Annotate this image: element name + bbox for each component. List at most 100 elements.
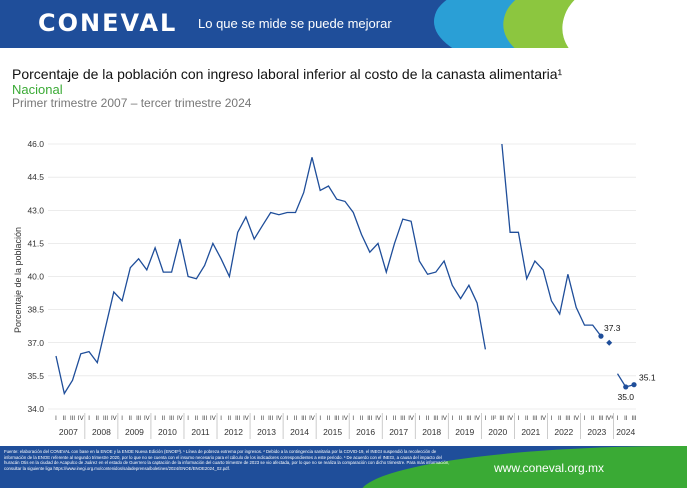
x-quarter-label: I (121, 416, 123, 422)
data-point-marker (598, 333, 604, 339)
x-quarter-label: III (268, 416, 273, 422)
x-year-label: 2023 (587, 427, 606, 437)
x-quarter-label: III (70, 416, 75, 422)
x-quarter-label: I (352, 416, 354, 422)
x-quarter-label: III (598, 416, 603, 422)
x-year-label: 2019 (455, 427, 474, 437)
source-footnote: Fuente: elaboración del CONEVAL con base… (4, 449, 450, 471)
x-quarter-label: II (459, 416, 463, 422)
x-quarter-label: IV (408, 416, 414, 422)
x-quarter-label: IV (276, 416, 282, 422)
x-year-label: 2011 (191, 427, 210, 437)
x-quarter-label: III (466, 416, 471, 422)
x-year-label: 2024 (616, 427, 635, 437)
x-quarter-label: I (88, 416, 90, 422)
y-tick-label: 34.0 (27, 404, 44, 414)
x-quarter-label: III (499, 416, 504, 422)
data-point-marker (631, 382, 637, 388)
data-label: 37.3 (604, 323, 621, 333)
y-tick-label: 37.0 (27, 338, 44, 348)
chart-title: Porcentaje de la población con ingreso l… (12, 66, 563, 82)
x-quarter-label: III (631, 416, 636, 422)
x-quarter-label: IV (474, 416, 480, 422)
x-year-label: 2018 (422, 427, 441, 437)
x-quarter-label: III (103, 416, 108, 422)
x-quarter-label: III (433, 416, 438, 422)
x-quarter-label: III (367, 416, 372, 422)
chart-period: Primer trimestre 2007 – tercer trimestre… (12, 96, 252, 110)
y-tick-label: 43.0 (27, 205, 44, 215)
x-quarter-label: IV (375, 416, 381, 422)
x-quarter-label: I (220, 416, 222, 422)
x-quarter-label: II (360, 416, 364, 422)
x-year-label: 2008 (92, 427, 111, 437)
x-quarter-label: I (55, 416, 57, 422)
y-tick-label: 38.5 (27, 305, 44, 315)
x-quarter-label: II (558, 416, 562, 422)
x-quarter-label: II (294, 416, 298, 422)
x-quarter-label: III (136, 416, 141, 422)
x-year-label: 2021 (521, 427, 540, 437)
series-layer (55, 143, 635, 396)
footer-banner: Fuente: elaboración del CONEVAL con base… (0, 446, 687, 488)
x-quarter-label: IV³ (605, 416, 613, 422)
x-year-label: 2020 (488, 427, 507, 437)
x-quarter-label: III (235, 416, 240, 422)
footer-url[interactable]: www.coneval.org.mx (494, 461, 605, 475)
x-quarter-label: IV (78, 416, 84, 422)
x-quarter-label: II (129, 416, 133, 422)
x-quarter-label: I (452, 416, 454, 422)
x-quarter-label: III (400, 416, 405, 422)
x-quarter-label: II (228, 416, 232, 422)
x-year-label: 2015 (323, 427, 342, 437)
x-quarter-label: I (385, 416, 387, 422)
x-quarter-label: I (584, 416, 586, 422)
chart-subtitle: Nacional (12, 82, 63, 97)
x-quarter-label: II (261, 416, 265, 422)
x-quarter-label: II (63, 416, 67, 422)
y-tick-label: 44.5 (27, 172, 44, 182)
x-quarter-label: IV (144, 416, 150, 422)
x-quarter-label: II² (491, 416, 496, 422)
x-quarter-label: II (426, 416, 430, 422)
x-quarter-label: II (162, 416, 166, 422)
x-quarter-label: I (485, 416, 487, 422)
x-quarter-label: I (286, 416, 288, 422)
header-banner: CONEVAL Lo que se mide se puede mejorar (0, 0, 687, 48)
x-quarter-label: II (624, 416, 628, 422)
x-year-label: 2014 (290, 427, 309, 437)
x-quarter-label: IV (210, 416, 216, 422)
x-quarter-label: III (334, 416, 339, 422)
x-quarter-label: IV (441, 416, 447, 422)
x-quarter-label: II (393, 416, 397, 422)
x-year-label: 2022 (554, 427, 573, 437)
y-tick-label: 35.5 (27, 371, 44, 381)
x-year-label: 2012 (224, 427, 243, 437)
x-quarter-label: II (96, 416, 100, 422)
x-year-label: 2016 (356, 427, 375, 437)
x-year-label: 2013 (257, 427, 276, 437)
x-quarter-label: II (195, 416, 199, 422)
x-quarter-label: III (169, 416, 174, 422)
line-chart: Porcentaje de la población 34.035.537.03… (13, 139, 656, 439)
x-quarter-label: IV (111, 416, 117, 422)
x-quarter-label: IV (342, 416, 348, 422)
x-quarter-label: II (525, 416, 529, 422)
x-quarter-label: I (617, 416, 619, 422)
x-quarter-label: IV (243, 416, 249, 422)
x-quarter-label: IV (177, 416, 183, 422)
x-quarter-label: I (319, 416, 321, 422)
marker-layer: 37.3 35.0 35.1 (598, 323, 656, 402)
data-label: 35.1 (639, 373, 656, 383)
x-quarter-label: I (154, 416, 156, 422)
grid-layer (48, 143, 636, 410)
x-quarter-label: IV (573, 416, 579, 422)
data-label: 35.0 (617, 392, 634, 402)
x-quarter-label: III (565, 416, 570, 422)
x-quarter-label: IV (309, 416, 315, 422)
x-quarter-label: III (532, 416, 537, 422)
y-tick-label: 40.0 (27, 272, 44, 282)
x-year-label: 2010 (158, 427, 177, 437)
header-tagline: Lo que se mide se puede mejorar (198, 16, 392, 31)
